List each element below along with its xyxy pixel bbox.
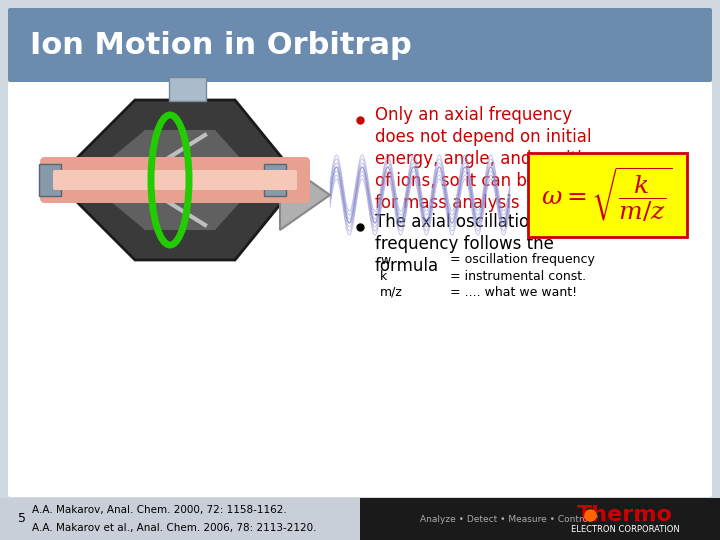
Text: = oscillation frequency: = oscillation frequency [450, 253, 595, 267]
Polygon shape [85, 130, 260, 230]
Text: Analyze • Detect • Measure • Control™: Analyze • Detect • Measure • Control™ [420, 515, 600, 523]
Text: does not depend on initial: does not depend on initial [375, 128, 592, 146]
FancyBboxPatch shape [39, 164, 61, 196]
FancyBboxPatch shape [169, 77, 206, 101]
Text: A.A. Makarov et al., Anal. Chem. 2006, 78: 2113-2120.: A.A. Makarov et al., Anal. Chem. 2006, 7… [32, 523, 317, 533]
Text: of ions, so it can be used: of ions, so it can be used [375, 172, 582, 190]
FancyBboxPatch shape [40, 157, 310, 203]
Text: k: k [380, 269, 387, 282]
Text: for mass analysis: for mass analysis [375, 194, 520, 212]
FancyBboxPatch shape [53, 170, 297, 190]
Text: m/z: m/z [380, 286, 403, 299]
FancyBboxPatch shape [528, 153, 687, 237]
Text: ELECTRON CORPORATION: ELECTRON CORPORATION [571, 525, 680, 535]
Text: formula: formula [375, 257, 439, 275]
FancyBboxPatch shape [264, 164, 286, 196]
Polygon shape [55, 100, 300, 260]
Text: Thermo: Thermo [577, 505, 673, 525]
Text: $\omega = \sqrt{\dfrac{k}{m/z}}$: $\omega = \sqrt{\dfrac{k}{m/z}}$ [541, 166, 672, 224]
FancyBboxPatch shape [8, 53, 712, 497]
Text: energy, angle, and position: energy, angle, and position [375, 150, 603, 168]
Text: Only an axial frequency: Only an axial frequency [375, 106, 572, 124]
Text: w: w [380, 253, 390, 267]
Text: frequency follows the: frequency follows the [375, 235, 554, 253]
Text: = .... what we want!: = .... what we want! [450, 286, 577, 299]
FancyBboxPatch shape [0, 498, 720, 540]
Text: 5: 5 [18, 512, 26, 525]
Text: The axial oscillation: The axial oscillation [375, 213, 539, 231]
Text: = instrumental const.: = instrumental const. [450, 269, 586, 282]
Text: Ion Motion in Orbitrap: Ion Motion in Orbitrap [30, 30, 412, 59]
Text: A.A. Makarov, Anal. Chem. 2000, 72: 1158-1162.: A.A. Makarov, Anal. Chem. 2000, 72: 1158… [32, 505, 287, 515]
FancyBboxPatch shape [8, 8, 712, 82]
Polygon shape [280, 160, 330, 230]
FancyBboxPatch shape [360, 498, 720, 540]
